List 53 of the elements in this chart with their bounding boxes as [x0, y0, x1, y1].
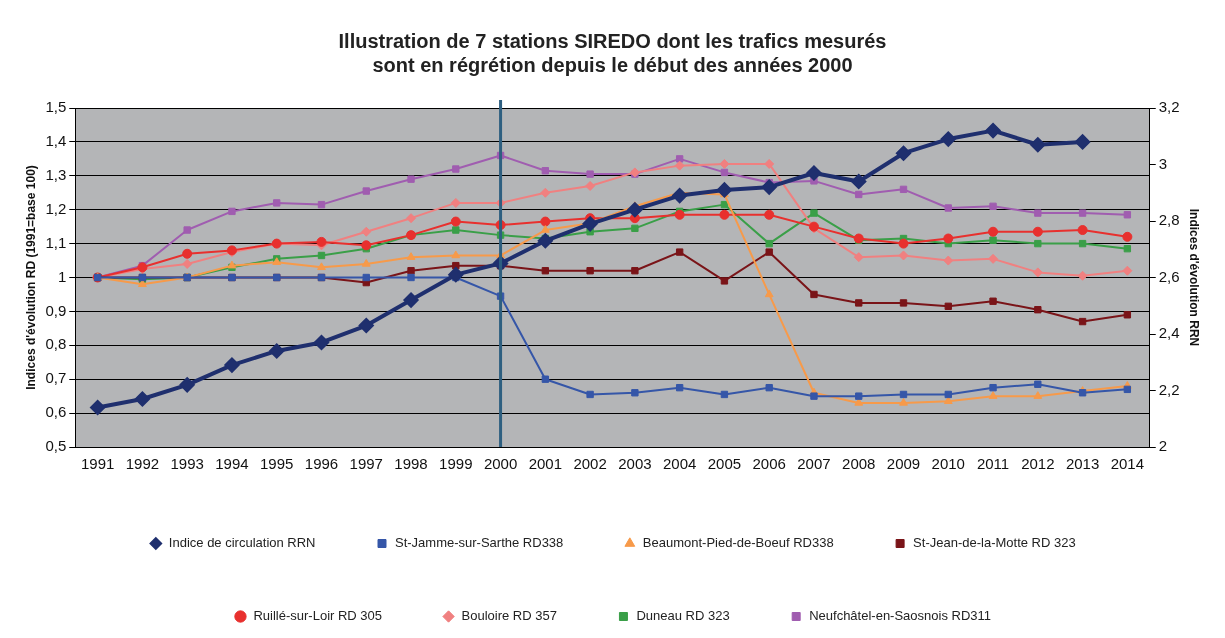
y-tick-label: 0,6 — [45, 403, 67, 421]
x-tick-label: 2011 — [976, 455, 1010, 473]
y-tick-label: 1,1 — [45, 233, 67, 251]
x-tick-label: 2004 — [662, 455, 697, 473]
y2-tick-label: 2,6 — [1158, 267, 1180, 285]
x-tick-label: 2003 — [618, 455, 652, 473]
legend-label: St-Jamme-sur-Sarthe RD338 — [395, 535, 564, 551]
legend-label: Indice de circulation RRN — [168, 535, 316, 551]
x-tick-label: 2007 — [797, 455, 831, 473]
legend-label: Beaumont-Pied-de-Boeuf RD338 — [642, 535, 834, 551]
legend-label: Bouloire RD 357 — [461, 608, 557, 624]
y2-tick-label: 3 — [1158, 154, 1168, 172]
legend-label: Duneau RD 323 — [636, 608, 730, 624]
x-tick-label: 2010 — [931, 455, 965, 473]
legend-label: Neufchâtel-en-Saosnois RD311 — [809, 608, 992, 624]
legend-label: Ruillé-sur-Loir RD 305 — [253, 608, 383, 624]
y-tick-label: 0,7 — [45, 369, 67, 387]
x-tick-label: 2002 — [573, 455, 607, 473]
x-tick-label: 1993 — [170, 455, 204, 473]
x-tick-label: 2012 — [1021, 455, 1055, 473]
x-tick-label: 2009 — [886, 455, 921, 473]
y2-tick-label: 2 — [1158, 437, 1168, 455]
y-tick-label: 0,9 — [45, 301, 67, 319]
y-tick-label: 1,5 — [45, 98, 67, 116]
x-tick-label: 2014 — [1110, 455, 1145, 473]
y-axis-title: Indices d'évolution RD (1991=base 100) — [23, 165, 38, 390]
x-tick-label: 1998 — [394, 455, 428, 473]
legend-label: St-Jean-de-la-Motte RD 323 — [913, 535, 1076, 551]
x-tick-label: 2001 — [528, 455, 563, 473]
y2-axis-title: Indices d'évolution RRN — [1187, 208, 1202, 347]
x-tick-label: 1991 — [80, 455, 115, 473]
y-tick-label: 0,5 — [45, 437, 67, 455]
x-tick-label: 1997 — [349, 455, 383, 473]
x-tick-label: 1995 — [260, 455, 294, 473]
chart-title: Illustration de 7 stations SIREDO dont les trafics mesurés sont en régrétion depuis le début des années 2000 — [338, 29, 887, 76]
x-tick-label: 1992 — [125, 455, 160, 473]
y2-tick-label: 2,4 — [1158, 324, 1180, 342]
x-tick-label: 2005 — [707, 455, 742, 473]
x-tick-label: 1996 — [304, 455, 339, 473]
y-tick-label: 1,2 — [45, 199, 67, 217]
y-tick-label: 0,8 — [45, 335, 67, 353]
y2-tick-label: 2,2 — [1158, 380, 1180, 398]
x-tick-label: 1999 — [439, 455, 473, 473]
x-tick-label: 2006 — [752, 455, 786, 473]
y-tick-label: 1,3 — [45, 165, 67, 183]
x-tick-label: 1994 — [215, 455, 249, 473]
x-tick-label: 2008 — [842, 455, 876, 473]
x-tick-label: 2000 — [483, 455, 518, 473]
y2-tick-label: 2,8 — [1158, 211, 1180, 229]
y-tick-label: 1 — [57, 267, 67, 285]
y2-tick-label: 3,2 — [1158, 98, 1180, 116]
x-tick-label: 2013 — [1065, 455, 1100, 473]
y-tick-label: 1,4 — [45, 132, 67, 150]
